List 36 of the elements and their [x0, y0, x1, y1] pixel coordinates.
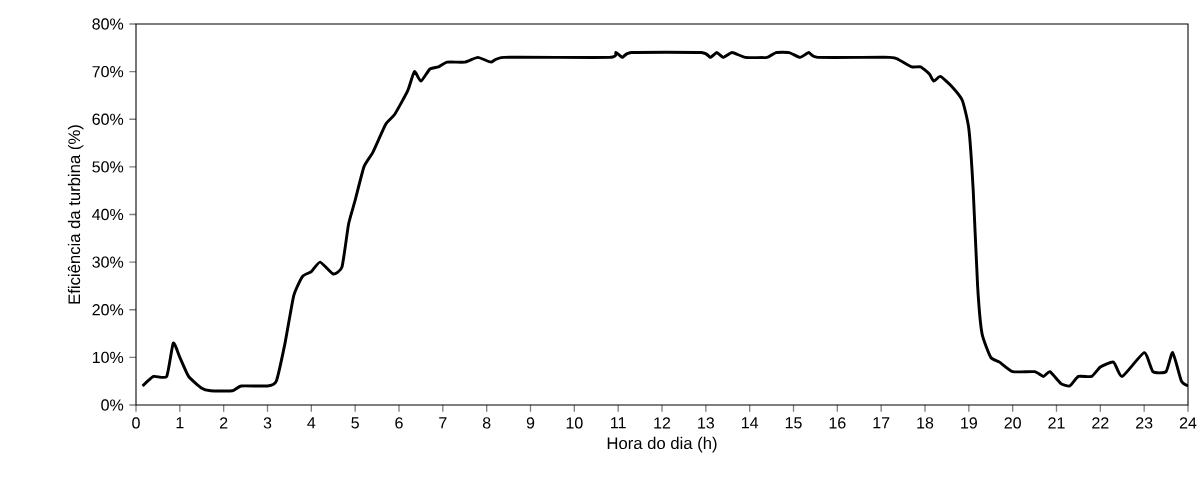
x-tick-label: 8 — [482, 417, 491, 429]
y-tick-label: 0% — [101, 399, 124, 411]
x-tick-label: 16 — [829, 417, 846, 429]
y-tick-label: 70% — [92, 65, 124, 78]
x-tick-label: 12 — [654, 417, 671, 429]
x-tick-label: 10 — [566, 417, 583, 429]
y-tick-label: 60% — [92, 113, 124, 125]
x-tick-label: 6 — [395, 417, 403, 429]
y-tick-label: 80% — [92, 18, 124, 30]
x-tick-label: 21 — [1048, 417, 1065, 429]
x-tick-label: 13 — [698, 417, 715, 429]
x-tick-label: 4 — [307, 417, 316, 429]
x-tick-label: 0 — [132, 417, 140, 429]
x-tick-label: 2 — [220, 417, 228, 429]
y-tick-label: 40% — [92, 208, 124, 221]
x-tick-label: 22 — [1092, 417, 1109, 429]
x-tick-label: 24 — [1179, 417, 1197, 429]
x-tick-label: 19 — [961, 417, 977, 429]
y-axis-title: Eficiência da turbina (%) — [67, 125, 84, 304]
x-tick-label: 3 — [263, 417, 272, 429]
x-tick-label: 20 — [1004, 417, 1021, 429]
y-tick-label: 30% — [92, 256, 124, 268]
x-tick-label: 5 — [351, 417, 359, 429]
x-tick-label: 7 — [439, 417, 447, 429]
x-tick-label: 11 — [611, 417, 626, 429]
y-tick-label: 10% — [92, 351, 124, 364]
x-tick-label: 9 — [526, 417, 535, 429]
x-tick-label: 18 — [917, 417, 934, 429]
y-tick-label: 20% — [92, 304, 124, 316]
y-tick-label: 50% — [92, 161, 124, 173]
x-tick-label: 1 — [176, 417, 184, 429]
x-tick-label: 23 — [1136, 417, 1153, 429]
x-tick-label: 15 — [785, 417, 802, 429]
x-axis-title: Hora do dia (h) — [607, 436, 717, 453]
x-tick-label: 14 — [741, 417, 759, 429]
x-tick-label: 17 — [873, 417, 890, 429]
